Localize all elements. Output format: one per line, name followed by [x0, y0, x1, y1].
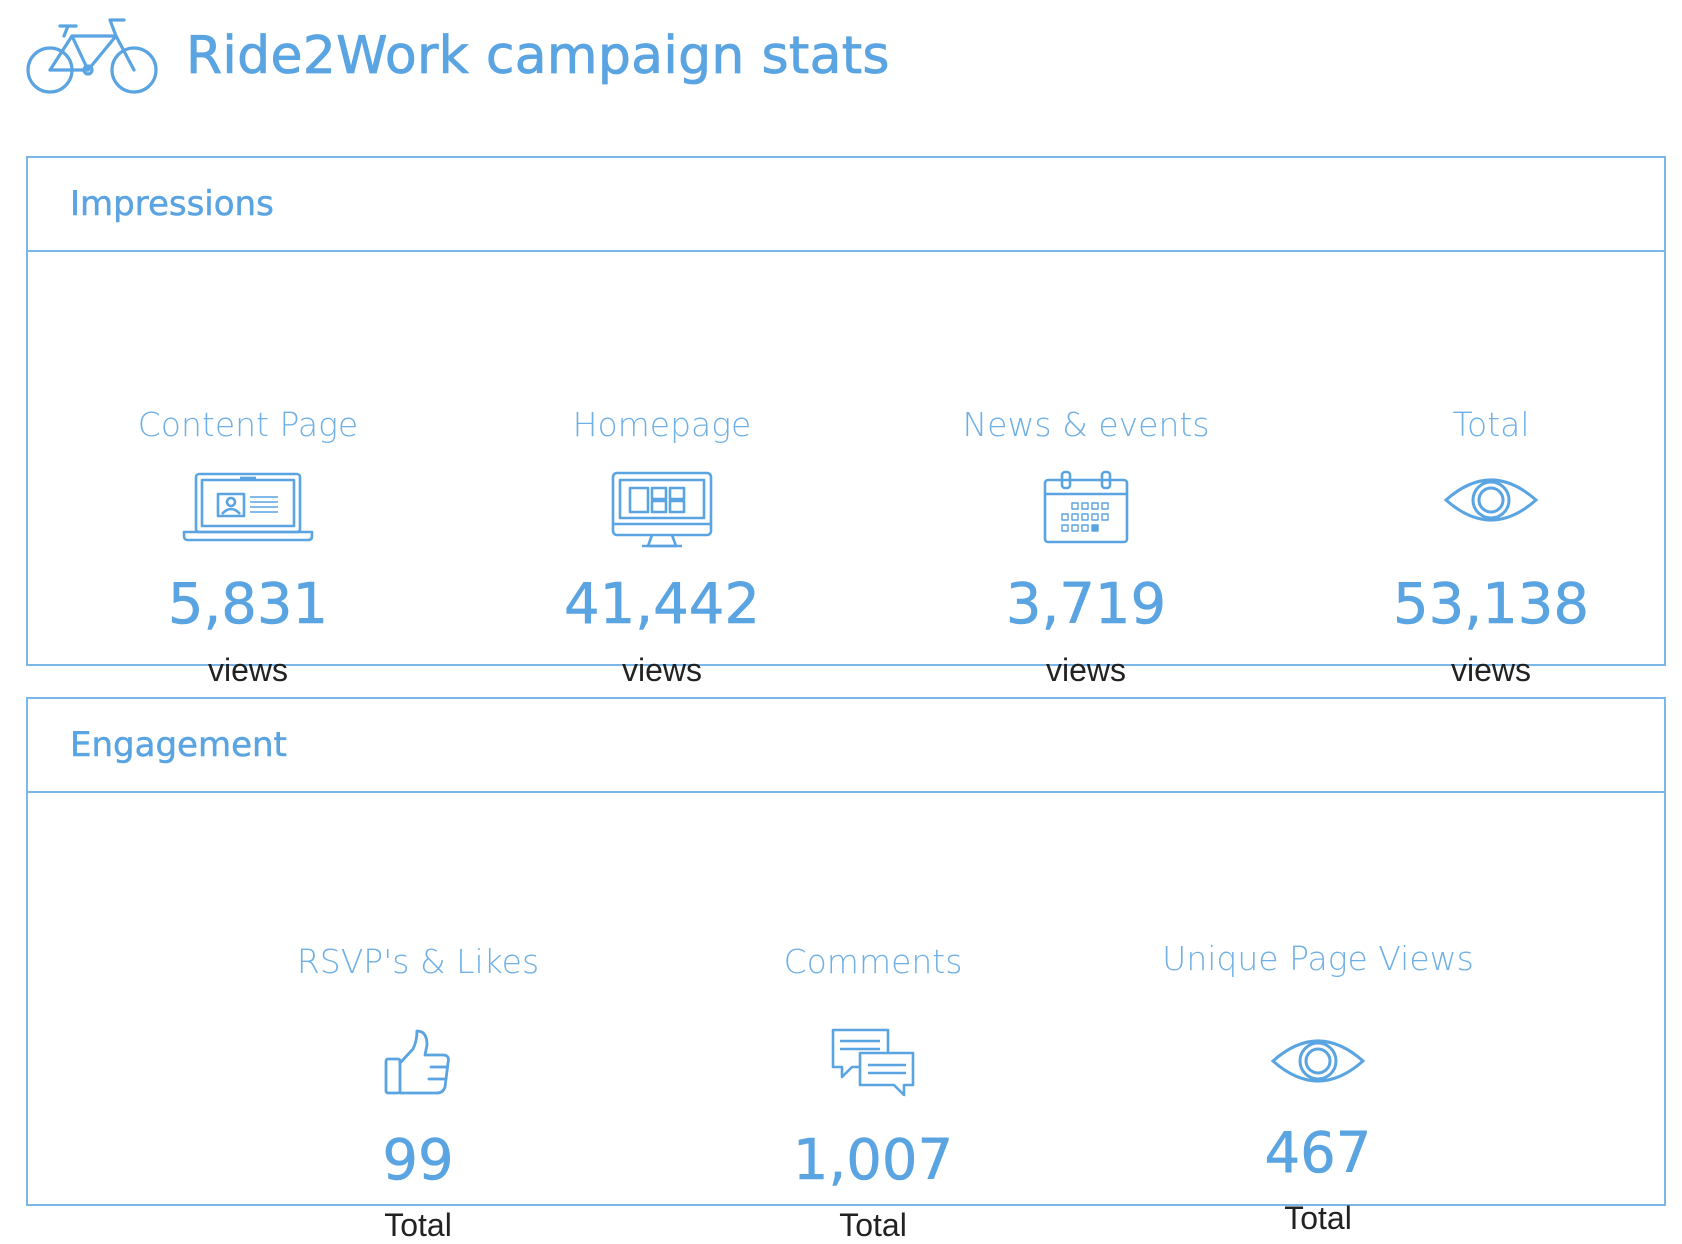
- page-header: Ride2Work campaign stats: [24, 14, 890, 98]
- bicycle-icon: [26, 18, 158, 94]
- stat-value: 3,719: [1005, 572, 1167, 638]
- stat-unit: views: [1045, 652, 1126, 688]
- stat-unit: Total: [1284, 1200, 1352, 1236]
- stat-value: 5,831: [167, 572, 329, 638]
- laptop-icon: [182, 472, 314, 542]
- stat-value: 41,442: [564, 572, 761, 638]
- desktop-monitor-icon: [611, 471, 713, 548]
- stat-label: Homepage: [572, 405, 752, 444]
- stat-label: Content Page: [137, 405, 359, 444]
- engagement-title: Engagement: [70, 725, 287, 766]
- thumbs-up-icon: [384, 1029, 450, 1095]
- calendar-icon: [1043, 470, 1129, 544]
- page-title: Ride2Work campaign stats: [186, 26, 890, 87]
- eye-icon: [1270, 1039, 1366, 1083]
- stat-value: 53,138: [1393, 572, 1590, 638]
- stat-label: Comments: [783, 942, 963, 981]
- engagement-panel: Engagement RSVP's & Likes 99 Total Comme…: [26, 697, 1666, 1243]
- impressions-header: Impressions: [28, 158, 1664, 252]
- eye-icon: [1443, 478, 1539, 522]
- stat-unit: views: [207, 652, 288, 688]
- impressions-title: Impressions: [70, 184, 274, 225]
- stat-label: Unique Page Views: [1162, 939, 1474, 978]
- stat-unit: views: [621, 652, 702, 688]
- stat-value: 467: [1264, 1121, 1372, 1187]
- stat-label: RSVP's & Likes: [296, 942, 540, 981]
- stat-value: 1,007: [792, 1128, 954, 1194]
- stat-value: 99: [382, 1128, 454, 1194]
- stat-unit: Total: [839, 1207, 907, 1243]
- stat-unit: Total: [384, 1207, 452, 1243]
- impressions-panel: Impressions Content Page 5,831 views Hom…: [26, 156, 1666, 688]
- stat-unit: views: [1450, 652, 1531, 688]
- stat-label: Total: [1452, 405, 1530, 444]
- stat-label: News & events: [962, 405, 1210, 444]
- engagement-header: Engagement: [28, 699, 1664, 793]
- speech-bubbles-icon: [831, 1028, 915, 1097]
